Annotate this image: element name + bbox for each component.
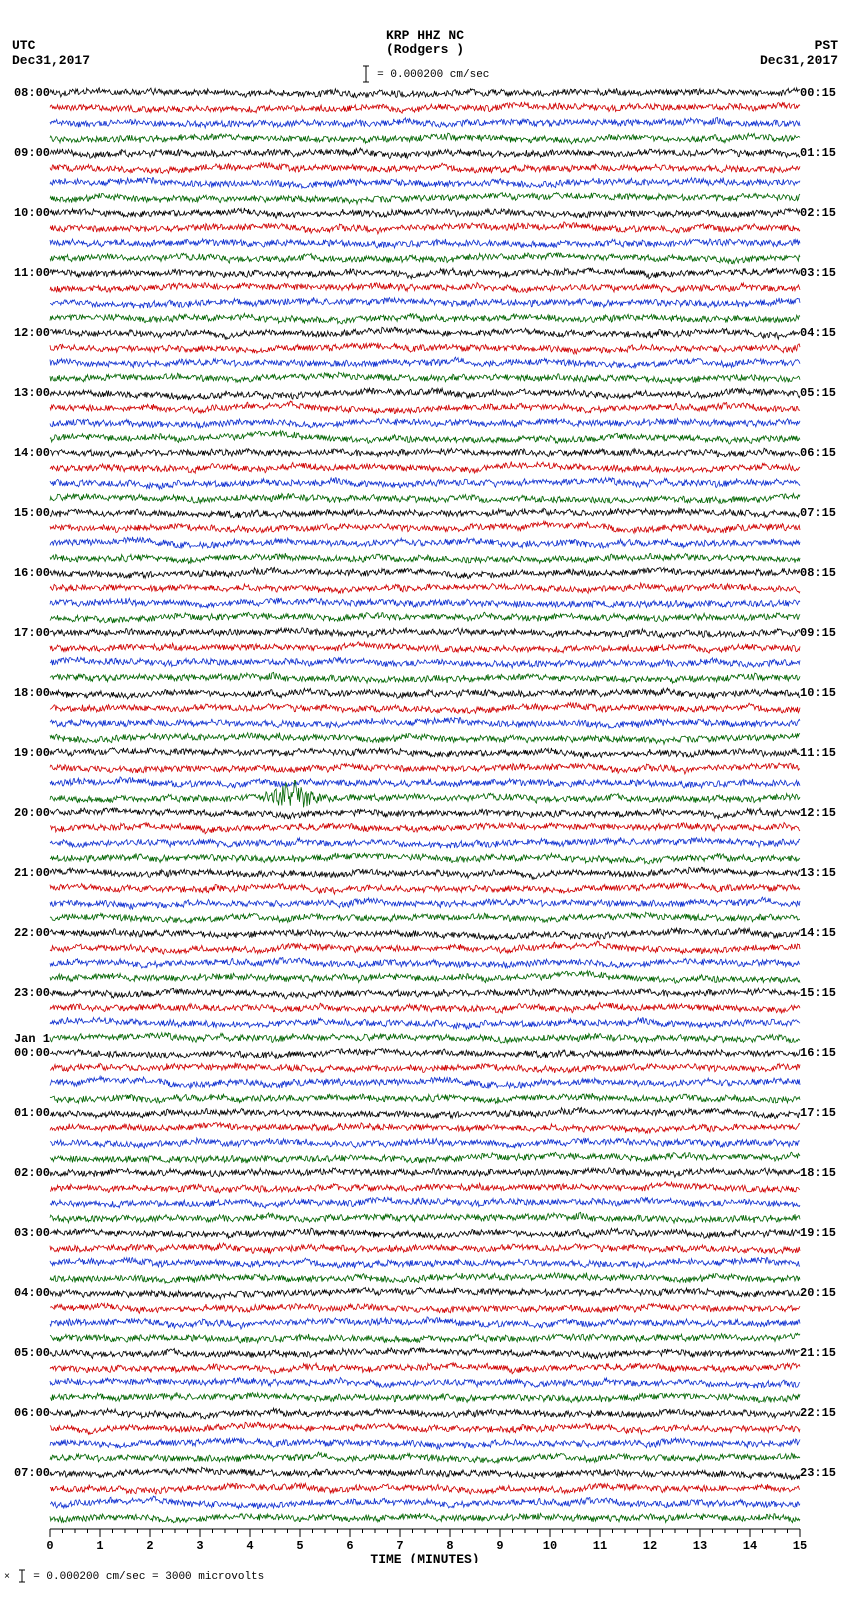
date-break-label: Jan 1 <box>14 1032 50 1046</box>
pst-hour-label: 17:15 <box>800 1106 836 1120</box>
svg-text:6: 6 <box>346 1539 353 1553</box>
utc-hour-label: 20:00 <box>14 806 50 820</box>
utc-time-labels: 08:00 09:00 10:00 11:00 12:00 13:00 14:00 15:00… <box>8 85 50 1525</box>
scale-value: = 0.000200 cm/sec <box>371 69 490 81</box>
utc-hour-label: 17:00 <box>14 626 50 640</box>
utc-hour-label: 08:00 <box>14 86 50 100</box>
footer-scale-text: = 0.000200 cm/sec = 3000 microvolts <box>27 1571 265 1583</box>
seismogram-plot-area: 0123456789101112131415TIME (MINUTES) 08:… <box>0 85 850 1563</box>
pst-hour-label: 02:15 <box>800 206 836 220</box>
pst-hour-label: 04:15 <box>800 326 836 340</box>
pst-hour-label: 14:15 <box>800 926 836 940</box>
utc-hour-label: 03:00 <box>14 1226 50 1240</box>
svg-text:8: 8 <box>446 1539 453 1553</box>
pst-hour-label: 00:15 <box>800 86 836 100</box>
svg-text:15: 15 <box>793 1539 807 1553</box>
utc-hour-label: 13:00 <box>14 386 50 400</box>
scale-bar-icon <box>17 1569 27 1583</box>
pst-hour-label: 20:15 <box>800 1286 836 1300</box>
utc-hour-label: 07:00 <box>14 1466 50 1480</box>
utc-hour-label: 14:00 <box>14 446 50 460</box>
utc-hour-label: 21:00 <box>14 866 50 880</box>
utc-hour-label: 00:00 <box>14 1046 50 1060</box>
svg-text:9: 9 <box>496 1539 503 1553</box>
scale-text: = 0.000200 cm/sec <box>0 65 850 83</box>
utc-hour-label: 19:00 <box>14 746 50 760</box>
pst-hour-label: 16:15 <box>800 1046 836 1060</box>
svg-text:13: 13 <box>693 1539 707 1553</box>
station-name-subtitle: (Rodgers ) <box>0 42 850 57</box>
seismogram-header: KRP HHZ NC (Rodgers ) UTC Dec31,2017 PST… <box>0 0 850 85</box>
utc-hour-label: 23:00 <box>14 986 50 1000</box>
utc-hour-label: 15:00 <box>14 506 50 520</box>
pst-hour-label: 22:15 <box>800 1406 836 1420</box>
pst-hour-label: 05:15 <box>800 386 836 400</box>
pst-hour-label: 11:15 <box>800 746 836 760</box>
scale-bar-icon <box>361 65 371 83</box>
svg-text:4: 4 <box>246 1539 253 1553</box>
utc-hour-label: 01:00 <box>14 1106 50 1120</box>
svg-text:12: 12 <box>643 1539 657 1553</box>
pst-hour-label: 23:15 <box>800 1466 836 1480</box>
pst-hour-label: 01:15 <box>800 146 836 160</box>
pst-hour-label: 13:15 <box>800 866 836 880</box>
svg-text:0: 0 <box>46 1539 53 1553</box>
utc-hour-label: 02:00 <box>14 1166 50 1180</box>
utc-hour-label: 11:00 <box>14 266 50 280</box>
utc-hour-label: 04:00 <box>14 1286 50 1300</box>
svg-text:14: 14 <box>743 1539 757 1553</box>
pst-label: PST <box>815 38 838 53</box>
utc-hour-label: 12:00 <box>14 326 50 340</box>
pst-time-labels: 00:15 01:15 02:15 03:15 04:15 05:15 06:15 07:15… <box>800 85 844 1525</box>
svg-text:11: 11 <box>593 1539 607 1553</box>
pst-hour-label: 09:15 <box>800 626 836 640</box>
utc-hour-label: 16:00 <box>14 566 50 580</box>
svg-text:1: 1 <box>96 1539 103 1553</box>
pst-hour-label: 10:15 <box>800 686 836 700</box>
pst-hour-label: 19:15 <box>800 1226 836 1240</box>
utc-hour-label: 09:00 <box>14 146 50 160</box>
svg-text:10: 10 <box>543 1539 557 1553</box>
footer-scale: × = 0.000200 cm/sec = 3000 microvolts <box>0 1563 850 1583</box>
pst-hour-label: 15:15 <box>800 986 836 1000</box>
utc-label: UTC <box>12 38 35 53</box>
svg-text:3: 3 <box>196 1539 203 1553</box>
svg-text:5: 5 <box>296 1539 303 1553</box>
utc-hour-label: 05:00 <box>14 1346 50 1360</box>
station-channel-title: KRP HHZ NC <box>0 28 850 43</box>
seismogram-svg: 0123456789101112131415TIME (MINUTES) <box>0 85 850 1563</box>
utc-hour-label: 10:00 <box>14 206 50 220</box>
utc-hour-label: 22:00 <box>14 926 50 940</box>
pst-hour-label: 21:15 <box>800 1346 836 1360</box>
pst-hour-label: 12:15 <box>800 806 836 820</box>
utc-hour-label: 18:00 <box>14 686 50 700</box>
svg-text:2: 2 <box>146 1539 153 1553</box>
pst-hour-label: 18:15 <box>800 1166 836 1180</box>
svg-text:7: 7 <box>396 1539 403 1553</box>
x-axis-label: TIME (MINUTES) <box>370 1552 479 1563</box>
pst-hour-label: 08:15 <box>800 566 836 580</box>
utc-hour-label: 06:00 <box>14 1406 50 1420</box>
pst-hour-label: 06:15 <box>800 446 836 460</box>
pst-hour-label: 03:15 <box>800 266 836 280</box>
pst-hour-label: 07:15 <box>800 506 836 520</box>
